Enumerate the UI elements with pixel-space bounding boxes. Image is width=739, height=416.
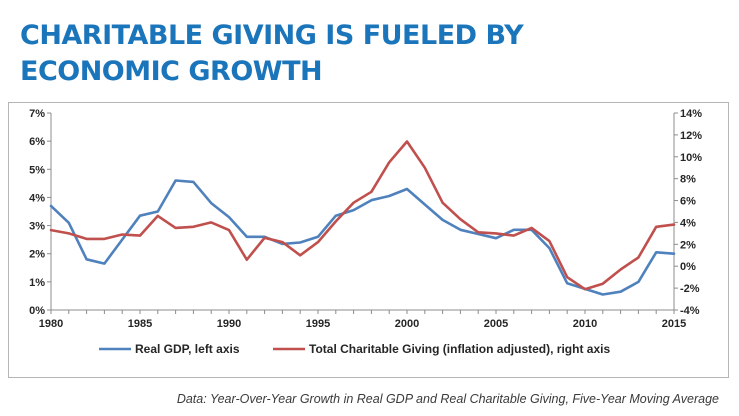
legend-giving-label: Total Charitable Giving (inflation adjus…: [309, 342, 610, 356]
right-tick-label: -2%: [680, 283, 700, 295]
left-axis-ticks: 0% 1% 2% 3% 4% 5% 6% 7%: [29, 108, 51, 317]
x-tick-label: 1985: [128, 318, 152, 330]
legend-gdp-label: Real GDP, left axis: [135, 342, 240, 356]
right-tick-label: -4%: [680, 305, 700, 317]
x-tick-label: 2000: [395, 318, 419, 330]
source-caption: Data: Year-Over-Year Growth in Real GDP …: [176, 392, 719, 406]
left-tick-label: 3%: [29, 221, 45, 233]
right-tick-label: 0%: [680, 261, 696, 273]
chart-frame: 0% 1% 2% 3% 4% 5% 6% 7% -4% -2% 0% 2% 4% 6% 8% 10% 12% 1…: [8, 102, 729, 378]
right-tick-label: 12%: [680, 130, 702, 142]
gdp-series-line: [49, 179, 676, 296]
left-tick-label: 2%: [29, 249, 45, 261]
x-axis-ticks: 1980 1985 1990 1995 2000 2005 2010 2015: [39, 310, 686, 330]
x-tick-label: 2010: [573, 318, 597, 330]
line-chart: 0% 1% 2% 3% 4% 5% 6% 7% -4% -2% 0% 2% 4% 6% 8% 10% 12% 1…: [29, 108, 702, 356]
left-tick-label: 6%: [29, 136, 45, 148]
left-tick-label: 0%: [29, 305, 45, 317]
right-tick-label: 10%: [680, 152, 702, 164]
x-tick-label: 2015: [662, 318, 686, 330]
left-tick-label: 5%: [29, 164, 45, 176]
x-tick-label: 1990: [217, 318, 241, 330]
right-axis-ticks: -4% -2% 0% 2% 4% 6% 8% 10% 12% 14%: [674, 108, 702, 317]
right-tick-label: 14%: [680, 108, 702, 120]
right-tick-label: 6%: [680, 196, 696, 208]
right-tick-label: 2%: [680, 239, 696, 251]
x-tick-label: 1980: [39, 318, 63, 330]
series-lines: [49, 140, 676, 296]
x-tick-label: 2005: [484, 318, 508, 330]
chart-title: CHARITABLE GIVING IS FUELED BY ECONOMIC …: [20, 20, 524, 87]
right-tick-label: 4%: [680, 217, 696, 229]
axes: [50, 113, 675, 311]
giving-series-line: [49, 140, 676, 291]
left-tick-label: 7%: [29, 108, 45, 120]
left-tick-label: 1%: [29, 277, 45, 289]
x-tick-label: 1995: [306, 318, 330, 330]
left-tick-label: 4%: [29, 192, 45, 204]
right-tick-label: 8%: [680, 174, 696, 186]
legend: Real GDP, left axis Total Charitable Givi…: [99, 342, 610, 356]
